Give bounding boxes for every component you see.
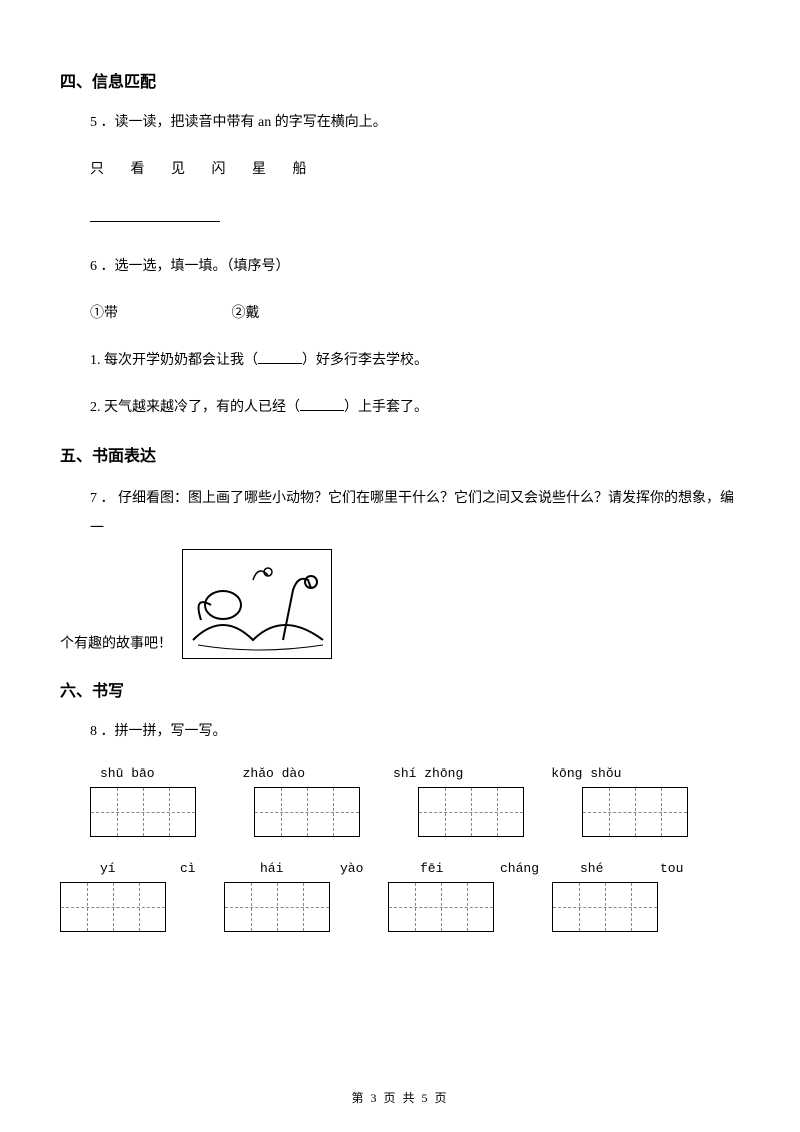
q6-label: 6 ．选一选，填一填。（填序号） [90, 254, 740, 279]
writing-box[interactable] [254, 787, 360, 837]
writing-box[interactable] [90, 787, 196, 837]
q5-char: 星 [252, 162, 267, 177]
pinyin: hái [260, 861, 340, 876]
page-footer: 第 3 页 共 5 页 [0, 1089, 800, 1106]
pinyin: kōng shǒu [551, 766, 621, 781]
section5-heading: 五、书面表达 [60, 442, 740, 466]
pinyin: yào [340, 861, 420, 876]
q5-chars: 只 看 见 闪 星 船 [90, 157, 740, 182]
pinyin: shí zhōng [393, 766, 463, 781]
pinyin: cháng [500, 861, 580, 876]
pinyin: shé [580, 861, 660, 876]
q8-boxes-row2 [60, 882, 740, 932]
writing-box[interactable] [582, 787, 688, 837]
q6-blank1[interactable] [258, 352, 302, 364]
q5-char: 船 [293, 162, 308, 177]
pinyin: yí [100, 861, 180, 876]
pinyin: cì [180, 861, 260, 876]
writing-box[interactable] [418, 787, 524, 837]
pinyin: fēi [420, 861, 500, 876]
q5-char: 只 [90, 162, 105, 177]
q6-blank2[interactable] [300, 399, 344, 411]
writing-box[interactable] [224, 882, 330, 932]
q6-line2: 2. 天气越来越冷了，有的人已经（）上手套了。 [90, 395, 740, 420]
writing-box[interactable] [552, 882, 658, 932]
pinyin: zhǎo dào [243, 766, 305, 781]
q6-opt1: ①带 [90, 306, 118, 321]
q5-label: 5 ．读一读，把读音中带有 an 的字写在横向上。 [90, 110, 740, 135]
q8-pinyin-row1: shū bāo zhǎo dào shí zhōng kōng shǒu [90, 766, 740, 781]
q7-text: 7 ． 仔细看图：图上画了哪些小动物？它们在哪里干什么？它们之间又会说些什么？请… [90, 484, 740, 543]
q8-boxes-row1 [90, 787, 740, 837]
q7-text-b: 个有趣的故事吧！ [60, 637, 172, 652]
q5-char: 看 [131, 162, 146, 177]
q5-char: 闪 [212, 162, 227, 177]
q6-options: ①带 ②戴 [90, 301, 740, 326]
q5-char: 见 [171, 162, 186, 177]
writing-box[interactable] [388, 882, 494, 932]
q6-line1: 1. 每次开学奶奶都会让我（）好多行李去学校。 [90, 348, 740, 373]
q6-opt2: ②戴 [232, 306, 260, 321]
pinyin: tou [660, 861, 740, 876]
section4-heading: 四、信息匹配 [60, 68, 740, 92]
q7-illustration [182, 549, 332, 659]
section6-heading: 六、书写 [60, 677, 740, 701]
pinyin: shū bāo [100, 766, 155, 781]
q5-answer-line [90, 204, 740, 231]
q8-pinyin-row2: yí cì hái yào fēi cháng shé tou [90, 861, 740, 876]
writing-box[interactable] [60, 882, 166, 932]
q8-label: 8 ．拼一拼，写一写。 [90, 719, 740, 744]
